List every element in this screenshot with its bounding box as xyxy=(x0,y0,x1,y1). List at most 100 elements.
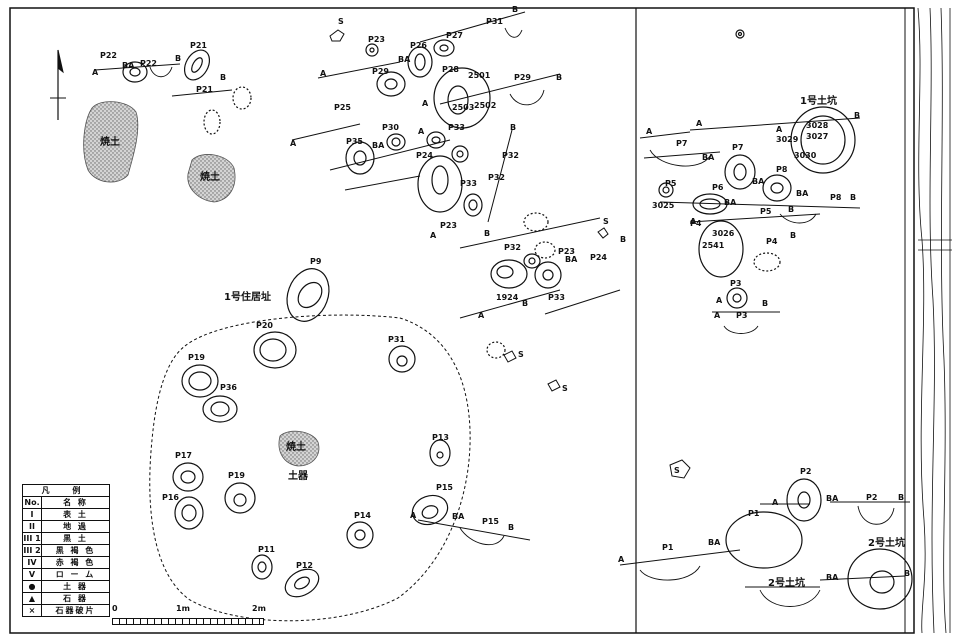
post-hole-label: P7 xyxy=(676,139,687,148)
post-hole-label: P29 xyxy=(514,73,531,82)
legend-header: No. 名 称 xyxy=(23,497,109,509)
svg-text:2541: 2541 xyxy=(702,241,725,250)
pit-2-label: 2号土坑 xyxy=(868,536,905,549)
post-hole-label: P2 xyxy=(866,493,877,502)
post-hole-label: P31 xyxy=(388,335,405,344)
svg-text:A: A xyxy=(430,231,437,240)
stone-icon xyxy=(669,459,691,479)
post-hole-label: P26 xyxy=(410,41,427,50)
scale-zero: 0 xyxy=(112,604,118,613)
svg-text:B: B xyxy=(556,73,562,82)
section-lines xyxy=(94,11,910,588)
post-hole xyxy=(534,261,562,289)
pit-1-label: 1号土坑 xyxy=(800,94,837,107)
post-hole xyxy=(181,364,219,398)
post-hole xyxy=(429,439,451,467)
svg-text:B: B xyxy=(508,523,514,532)
post-hole xyxy=(388,345,416,373)
post-hole xyxy=(346,521,374,549)
dwelling-label: 1号住居址 xyxy=(224,290,271,303)
svg-text:BA: BA xyxy=(452,512,465,521)
stone-label: S xyxy=(338,17,344,26)
scale-one: 1m xyxy=(176,604,190,613)
svg-text:B: B xyxy=(620,235,626,244)
svg-text:BA: BA xyxy=(826,494,839,503)
svg-text:B: B xyxy=(522,299,528,308)
post-hole-label: P2 xyxy=(800,467,811,476)
earthenware-label: 土器 xyxy=(288,469,309,482)
svg-text:A: A xyxy=(92,68,99,77)
burnt-soil-patch xyxy=(83,101,139,183)
post-hole xyxy=(345,141,375,175)
stone-icon xyxy=(503,350,517,363)
post-hole xyxy=(284,568,320,598)
post-hole-label: P17 xyxy=(175,451,192,460)
svg-text:1924: 1924 xyxy=(496,293,519,302)
post-hole-label: P31 xyxy=(486,17,503,26)
post-hole xyxy=(286,268,330,322)
map-frame xyxy=(9,7,915,634)
post-hole xyxy=(762,174,792,202)
stone-markers xyxy=(329,29,691,479)
post-hole-label: P36 xyxy=(220,383,237,392)
svg-text:3029: 3029 xyxy=(776,135,799,144)
burnt-soil-label: 焼土 xyxy=(100,135,120,148)
svg-text:B: B xyxy=(898,493,904,502)
post-hole xyxy=(725,511,803,569)
post-hole-label: P1 xyxy=(748,509,760,518)
post-hole xyxy=(753,252,781,272)
post-hole xyxy=(202,395,238,423)
post-hole-label: P22 xyxy=(140,59,157,68)
find-numbers: 2501 2503 2502 1924 3029 3028 3027 3030 … xyxy=(452,71,829,302)
post-hole-label: P13 xyxy=(432,433,449,442)
svg-text:BA: BA xyxy=(398,55,411,64)
burnt-soil-patches xyxy=(83,101,320,467)
post-hole-label: P15 xyxy=(436,483,453,492)
svg-text:B: B xyxy=(790,231,796,240)
north-arrow-icon xyxy=(50,49,66,120)
post-hole xyxy=(490,259,528,289)
post-hole-label: P27 xyxy=(446,31,463,40)
post-hole-labels: P22 P21 P22 P21 P23 P26 P27 P31 P28 P29 … xyxy=(100,17,877,570)
legend-title: 凡 例 xyxy=(23,485,109,497)
svg-text:B: B xyxy=(854,111,860,120)
svg-text:B: B xyxy=(510,123,516,132)
stone-icon xyxy=(329,29,345,42)
svg-text:A: A xyxy=(716,296,723,305)
post-hole xyxy=(735,29,745,39)
post-hole-label: P33 xyxy=(460,179,477,188)
svg-text:BA: BA xyxy=(708,538,721,547)
svg-text:3026: 3026 xyxy=(712,229,735,238)
post-hole-label: P1 xyxy=(662,543,674,552)
post-hole-label: P23 xyxy=(558,247,575,256)
post-hole-label: P30 xyxy=(382,123,399,132)
stone-icon xyxy=(597,227,609,239)
svg-text:3025: 3025 xyxy=(652,201,675,210)
post-hole-label: P32 xyxy=(502,151,519,160)
post-hole xyxy=(523,253,541,269)
svg-text:BA: BA xyxy=(724,198,737,207)
svg-text:2503: 2503 xyxy=(452,103,474,112)
post-hole xyxy=(786,478,822,522)
svg-text:BA: BA xyxy=(752,177,765,186)
burnt-soil-label: 焼土 xyxy=(286,440,306,453)
post-hole-label: P21 xyxy=(190,41,207,50)
svg-text:B: B xyxy=(788,205,794,214)
scale-bar: 0 1m 2m xyxy=(112,604,272,628)
svg-text:B: B xyxy=(512,5,518,14)
post-hole xyxy=(463,193,483,217)
post-hole xyxy=(386,133,406,151)
svg-text:B: B xyxy=(220,73,226,82)
post-hole-label: P6 xyxy=(712,183,724,192)
post-hole-label: P25 xyxy=(334,103,351,112)
post-hole-label: P29 xyxy=(372,67,389,76)
svg-text:A: A xyxy=(320,69,327,78)
post-hole-label: P16 xyxy=(162,493,179,502)
post-hole xyxy=(365,43,379,57)
section-end-labels: A BA B B A BA B A BA A B A B A B BA B A … xyxy=(92,5,910,582)
svg-text:BA: BA xyxy=(372,141,385,150)
post-hole xyxy=(172,462,204,492)
post-hole xyxy=(183,49,211,81)
